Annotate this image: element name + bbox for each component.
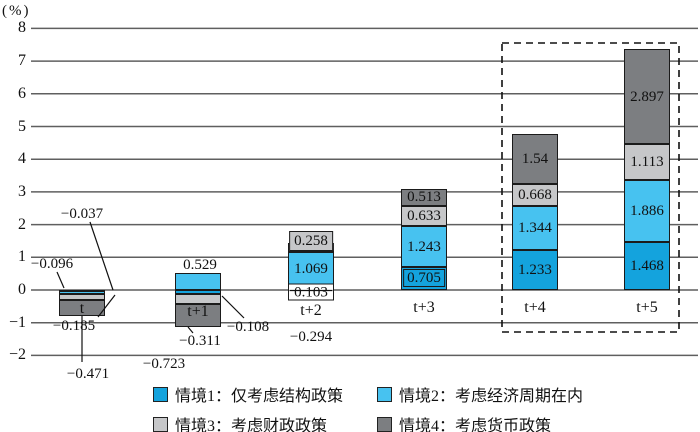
value-annotation: −0.294 (289, 329, 333, 345)
y-tick-label: 1 (18, 248, 26, 266)
y-tick-label: 0 (18, 281, 26, 298)
legend-item: 情境1：仅考虑结构政策 (153, 382, 343, 406)
legend-swatch (377, 416, 392, 432)
value-annotation: 0.529 (183, 257, 217, 273)
value-annotation: −0.471 (66, 366, 110, 382)
value-label: 0.633 (407, 207, 441, 224)
y-axis-unit-label: (%) (2, 3, 31, 19)
bar-segment (175, 293, 221, 304)
category-label: t+2 (300, 302, 322, 319)
value-annotation: −0.723 (142, 356, 186, 372)
bar-segment (401, 226, 447, 267)
y-tick-label: 2 (18, 215, 26, 233)
y-tick-label: −2 (8, 346, 26, 364)
value-annotation: −0.096 (30, 256, 74, 272)
value-label: 1.243 (407, 238, 441, 255)
value-label: 0.513 (407, 189, 441, 206)
y-tick-label: 3 (18, 182, 26, 200)
category-label: t+1 (187, 303, 209, 320)
y-tick-label: 7 (18, 52, 26, 70)
category-label: t+3 (413, 299, 435, 316)
y-tick-label: −1 (8, 313, 26, 331)
legend-swatch (153, 386, 168, 402)
bar-segment (59, 291, 105, 295)
value-annotation: −0.311 (179, 333, 221, 349)
bar-segment (401, 205, 447, 227)
bar-segment (175, 303, 221, 328)
y-tick-label: 6 (18, 84, 26, 102)
y-tick-label: 5 (18, 117, 26, 135)
legend-swatch (377, 386, 392, 402)
legend-item: 情境2：考虑经济周期在内 (377, 382, 583, 406)
legend-label: 情境3：考虑财政政策 (175, 418, 328, 432)
y-tick-label: 4 (18, 150, 26, 168)
value-label: 1.069 (294, 261, 328, 278)
legend-label: 情境1：仅考虑结构政策 (175, 388, 344, 405)
value-label: 0.705 (403, 269, 445, 288)
legend-label: 情境4：考虑货币政策 (399, 418, 552, 432)
value-label: 0.258 (289, 231, 333, 251)
value-annotation: −0.037 (60, 206, 104, 222)
y-tick-label: 8 (18, 19, 26, 37)
category-label: t (79, 300, 85, 317)
bar-segment (401, 188, 447, 206)
legend-item: 情境3：考虑财政政策 (153, 412, 327, 432)
legend-item: 情境4：考虑货币政策 (377, 412, 551, 432)
legend-label: 情境2：考虑经济周期在内 (399, 388, 584, 405)
legend-swatch (153, 416, 168, 432)
value-label: 0.103 (288, 283, 334, 300)
